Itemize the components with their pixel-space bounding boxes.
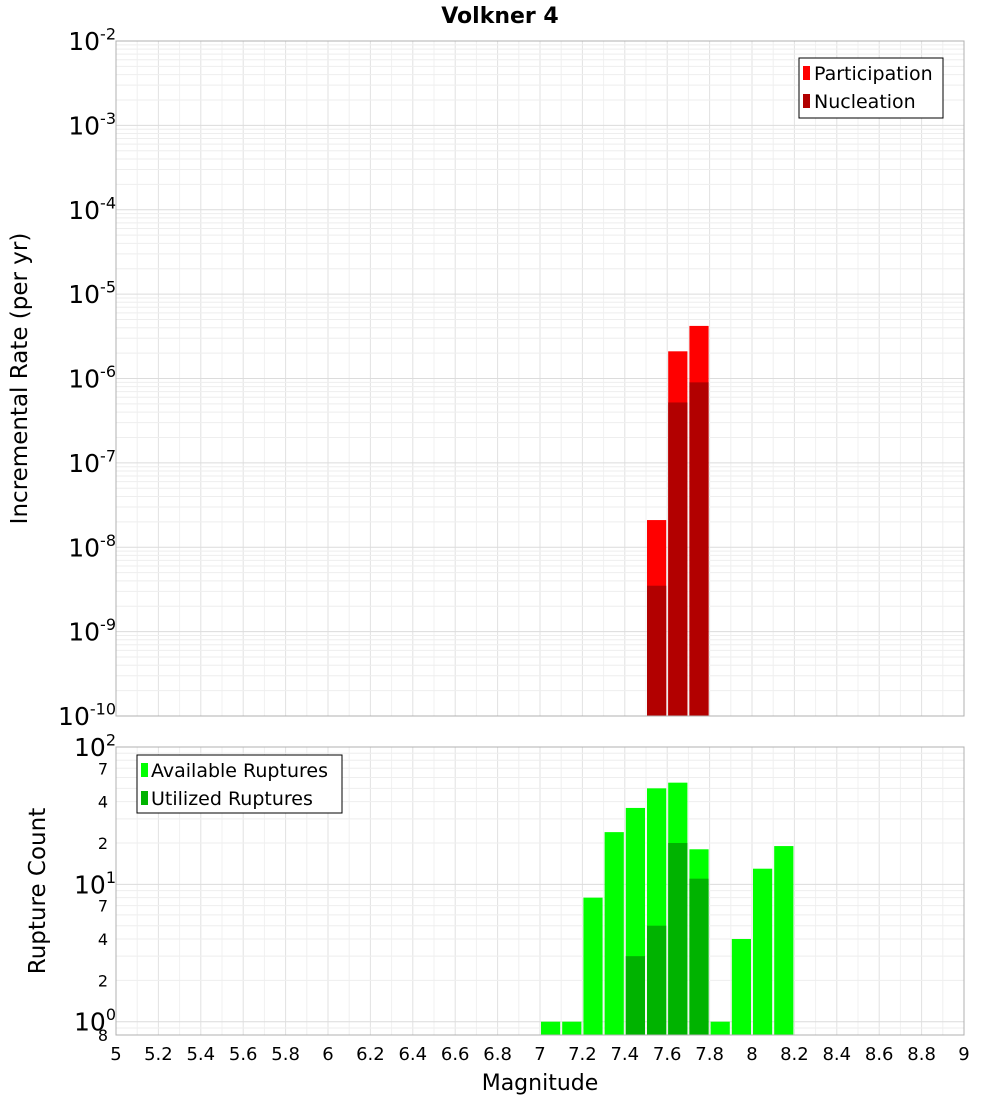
bottom-y-tick-labels: 100 101 102 8 2 4 7 2 4 7 xyxy=(74,731,116,1046)
x-tick-label: 8.2 xyxy=(780,1044,809,1065)
top-bars xyxy=(647,325,709,716)
bottom-bar-available-ruptures xyxy=(731,939,751,1035)
x-tick-label: 5.8 xyxy=(271,1044,300,1065)
x-tick-label: 8.8 xyxy=(907,1044,936,1065)
top-bar-nucleation xyxy=(647,585,667,716)
top-y-tick-label: 10-5 xyxy=(68,278,116,310)
bottom-y-major-tick-label: 101 xyxy=(74,868,116,900)
bottom-y-minor-tick-label: 2 xyxy=(98,971,108,990)
top-y-tick-label: 10-2 xyxy=(68,25,116,57)
top-y-tick-label: 10-9 xyxy=(68,615,116,647)
top-legend: Participation Nucleation xyxy=(798,57,944,119)
bottom-bar-available-ruptures xyxy=(710,1021,730,1035)
x-tick-label: 7.2 xyxy=(568,1044,597,1065)
top-legend-label: Nucleation xyxy=(814,91,916,113)
top-legend-swatch xyxy=(803,66,810,80)
x-axis-label: Magnitude xyxy=(482,1071,599,1096)
x-tick-label: 7 xyxy=(534,1044,545,1065)
top-y-tick-label: 10-7 xyxy=(68,446,116,478)
x-tick-label: 5.4 xyxy=(186,1044,215,1065)
bottom-bar-available-ruptures xyxy=(753,868,773,1035)
top-y-tick-label: 10-8 xyxy=(68,531,116,563)
bottom-plot-frame xyxy=(115,746,965,1036)
bottom-bar-utilized-ruptures xyxy=(689,878,709,1035)
x-tick-label: 8 xyxy=(746,1044,757,1065)
x-tick-label: 5.2 xyxy=(144,1044,173,1065)
top-y-tick-label: 10-4 xyxy=(68,193,116,225)
x-tick-labels: 5 5.2 5.4 5.6 5.8 6 6.2 6.4 6.6 6.8 7 7.2 7.4 7.6 7.8 8… xyxy=(110,1044,969,1065)
bottom-bar-utilized-ruptures xyxy=(625,956,645,1035)
x-tick-label: 6.8 xyxy=(483,1044,512,1065)
bottom-bar-available-ruptures xyxy=(562,1021,582,1035)
bottom-y-axis-label: Rupture Count xyxy=(25,808,51,974)
top-y-tick-label: 10-6 xyxy=(68,362,116,394)
bottom-y-minor-tick-label: 4 xyxy=(98,793,108,812)
x-tick-label: 7.8 xyxy=(695,1044,724,1065)
bottom-y-minor-tick-label: 2 xyxy=(98,834,108,853)
top-gridlines xyxy=(115,40,965,717)
bottom-y-minor-tick-label: 7 xyxy=(98,897,108,916)
top-plot-frame xyxy=(115,40,965,717)
top-y-axis-label: Incremental Rate (per yr) xyxy=(7,233,33,525)
bottom-legend-label: Available Ruptures xyxy=(151,760,328,782)
x-tick-label: 6.4 xyxy=(398,1044,427,1065)
x-tick-label: 7.6 xyxy=(653,1044,682,1065)
x-tick-label: 5 xyxy=(110,1044,121,1065)
top-y-tick-label: 10-10 xyxy=(58,700,116,732)
bottom-legend-swatch xyxy=(141,791,148,805)
top-y-tick-label: 10-3 xyxy=(68,109,116,141)
bottom-legend-box xyxy=(136,754,343,814)
x-tick-label: 6.2 xyxy=(356,1044,385,1065)
chart-title: Volkner 4 xyxy=(441,4,559,29)
bottom-y-minor-tick-label: 7 xyxy=(98,759,108,778)
bottom-y-major-tick-label: 100 xyxy=(74,1005,116,1037)
bottom-bar-available-ruptures xyxy=(604,832,624,1035)
bottom-legend-label: Utilized Ruptures xyxy=(151,788,313,810)
bottom-bars xyxy=(541,782,794,1035)
x-tick-label: 6.6 xyxy=(441,1044,470,1065)
bottom-y-major-tick-label: 102 xyxy=(74,731,116,763)
bottom-y-minor-tick-label: 8 xyxy=(98,1026,108,1045)
x-tick-label: 9 xyxy=(958,1044,969,1065)
bottom-bar-available-ruptures xyxy=(583,897,603,1035)
top-bar-nucleation xyxy=(668,402,688,716)
bottom-y-minor-tick-label: 4 xyxy=(98,930,108,949)
x-tick-label: 6 xyxy=(322,1044,333,1065)
x-tick-label: 8.6 xyxy=(865,1044,894,1065)
x-tick-label: 5.6 xyxy=(229,1044,258,1065)
bottom-bar-utilized-ruptures xyxy=(647,925,667,1035)
top-legend-swatch xyxy=(803,94,810,108)
bottom-legend-swatch xyxy=(141,763,148,777)
bottom-bar-available-ruptures xyxy=(774,846,794,1035)
bottom-legend: Available Ruptures Utilized Ruptures xyxy=(136,754,343,814)
x-tick-label: 8.4 xyxy=(822,1044,851,1065)
top-bar-nucleation xyxy=(689,382,709,716)
top-legend-label: Participation xyxy=(814,63,933,85)
bottom-bar-available-ruptures xyxy=(541,1021,561,1035)
top-legend-box xyxy=(798,57,944,119)
bottom-bar-utilized-ruptures xyxy=(668,843,688,1035)
x-tick-label: 7.4 xyxy=(610,1044,639,1065)
